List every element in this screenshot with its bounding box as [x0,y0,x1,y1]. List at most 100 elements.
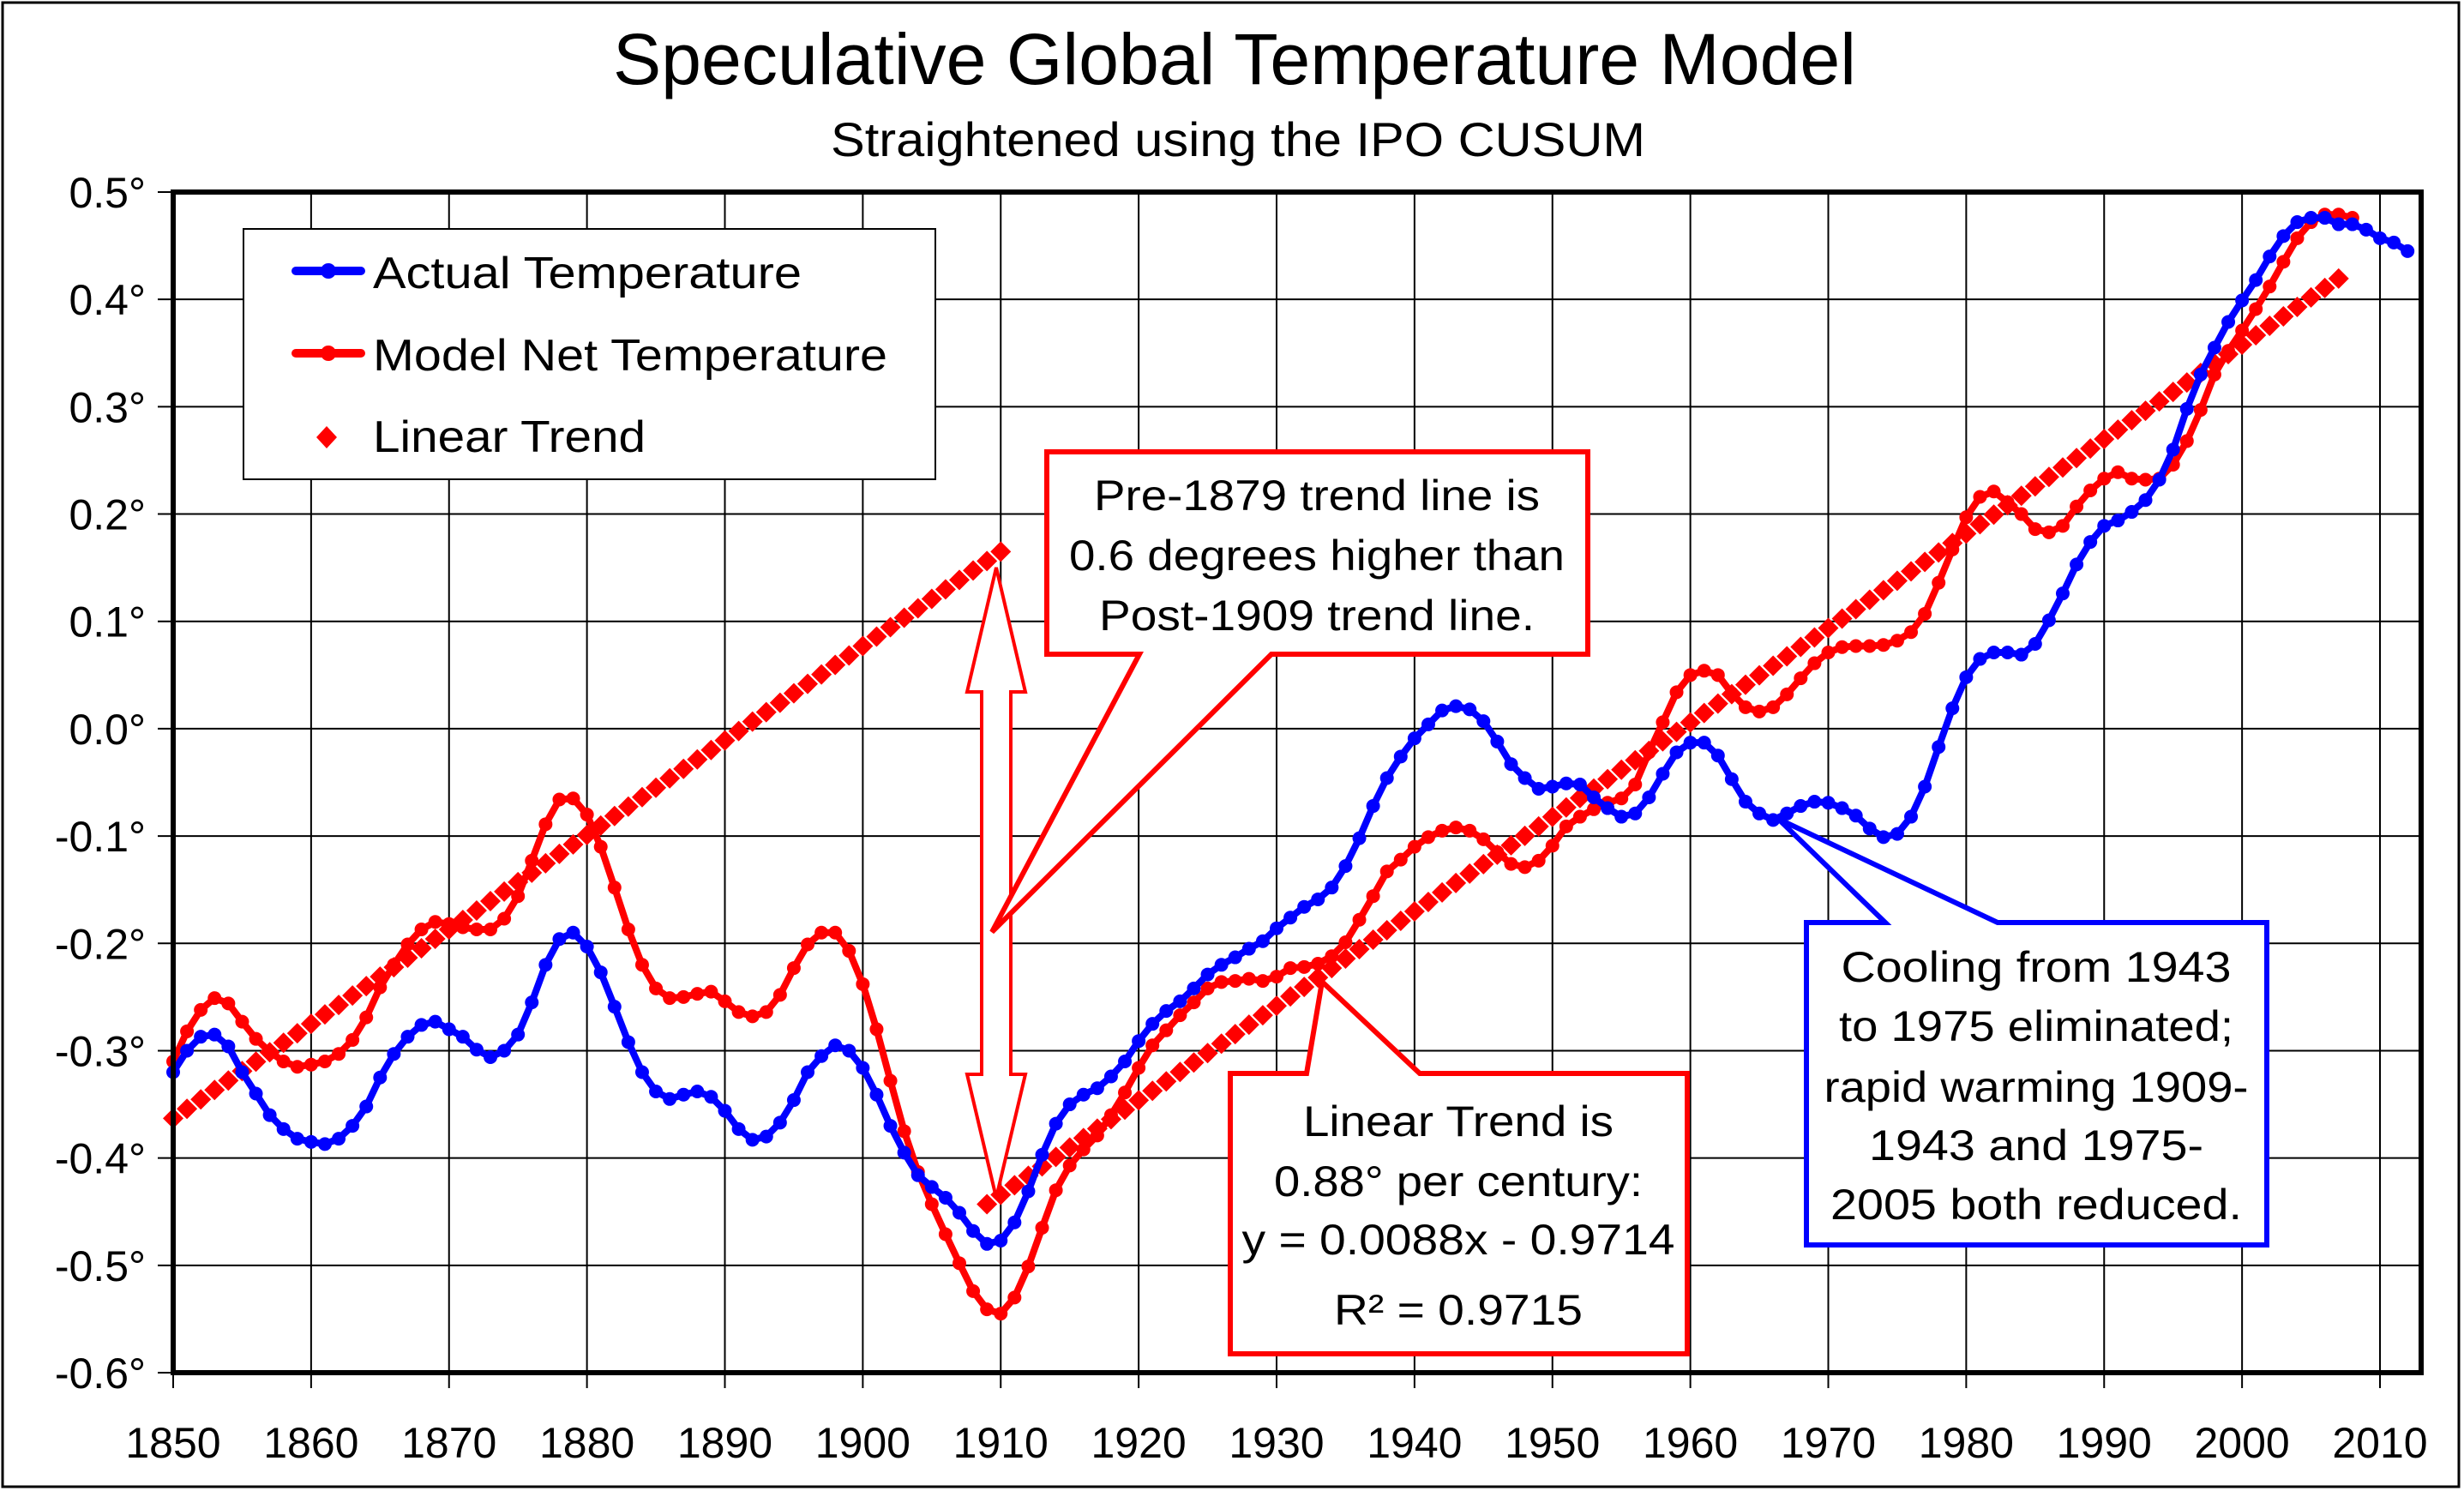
actual-temperature-point [580,940,594,954]
actual-temperature-point [814,1049,829,1063]
model-net-temperature-point [1862,639,1877,653]
legend: Actual Temperature Model Net Temperature… [243,228,936,480]
model-net-temperature-point [359,1010,374,1025]
actual-temperature-point [1325,881,1339,895]
model-net-temperature-point [2124,472,2139,486]
actual-temperature-point [2263,250,2277,264]
legend-marker-trend-diamond [316,426,337,448]
actual-temperature-point [607,1000,622,1014]
y-tick-label: 0.2° [69,491,146,539]
trend-diamond [494,881,515,902]
model-net-temperature-point [442,917,456,931]
trend-diamond [1707,693,1728,714]
trend-diamond [728,720,749,742]
actual-temperature-point [1159,1004,1174,1019]
trend-diamond [1859,589,1880,610]
trend-diamond [1403,900,1425,922]
model-net-temperature-point [317,1054,332,1068]
trend-diamond [1514,825,1535,846]
x-tick-label: 1960 [1643,1419,1738,1467]
model-net-temperature-point [2055,519,2070,533]
trend-diamond [1886,570,1908,592]
legend-item-trend: Linear Trend [316,412,646,462]
trend-diamond [893,607,915,628]
actual-temperature-point [2014,647,2028,662]
actual-temperature-point [1614,809,1629,824]
actual-temperature-point [731,1121,746,1136]
model-net-temperature-point [801,937,815,952]
model-net-temperature-point [1669,685,1684,700]
trend-diamond [273,1032,294,1054]
actual-temperature-point [1228,950,1242,965]
trend-diamond [2010,485,2032,507]
double-arrow [965,567,1028,1199]
model-net-temperature-point [1407,839,1421,854]
trend-diamond [204,1079,225,1101]
actual-temperature-point [2317,211,2332,225]
actual-temperature-point [2387,235,2401,250]
trend-diamond [1252,1005,1273,1026]
actual-temperature-point [2276,229,2291,243]
actual-temperature-point [2290,215,2305,230]
actual-temperature-point [704,1090,718,1104]
trend-diamond [549,843,570,864]
actual-temperature-point [801,1065,815,1079]
actual-temperature-point [1601,801,1615,815]
model-net-temperature-point [1876,638,1890,652]
model-net-temperature-point [1504,857,1518,871]
y-tick-label: 0.5° [69,169,146,217]
model-net-temperature-point [1780,687,1794,701]
model-net-temperature-point [1283,961,1298,976]
trend-diamond [1555,797,1577,818]
model-net-temperature-point [1973,490,1987,504]
actual-temperature-point [1531,782,1546,797]
model-net-temperature-point [731,1005,746,1019]
trend-diamond [1680,712,1701,733]
actual-temperature-point [2083,535,2098,550]
trend-diamond [1128,1090,1150,1111]
actual-temperature-point [1421,717,1435,731]
actual-temperature-point [718,1103,732,1118]
model-net-temperature-point [276,1054,291,1068]
actual-temperature-point [317,1137,332,1151]
trend-diamond [1845,598,1866,620]
actual-temperature-point [1628,806,1643,821]
actual-temperature-point [1118,1054,1133,1068]
trend-diamond [963,560,984,581]
trend-diamond [177,1098,198,1120]
actual-temperature-point [1490,734,1505,749]
trend-diamond [1238,1014,1259,1036]
model-net-temperature-point [745,1009,760,1024]
model-net-temperature-point [2290,231,2305,245]
trend-diamond [2300,286,2322,308]
callout-cooling: Cooling from 1943 to 1975 eliminated; ra… [1776,816,2269,1248]
model-net-temperature-point [1794,671,1808,686]
actual-temperature-point [1200,967,1215,982]
actual-temperature-point [1724,772,1739,786]
actual-temperature-point [332,1132,346,1146]
model-net-temperature-point [1697,664,1711,678]
actual-temperature-point [1780,806,1794,821]
model-net-temperature-point [593,839,608,854]
trend-diamond [673,758,694,779]
callout-linear-trend-line-2: 0.88° per century: [1274,1157,1643,1205]
model-net-temperature-point [828,925,843,940]
model-net-temperature-point [497,911,512,926]
actual-temperature-point [1407,731,1421,746]
model-net-temperature-point [221,996,236,1011]
model-net-temperature-point [1904,625,1919,640]
actual-temperature-series [166,211,2415,1251]
trend-diamond [1349,939,1370,960]
actual-temperature-point [828,1038,843,1053]
actual-temperature-point [1697,736,1711,750]
trend-diamond [2052,457,2073,478]
legend-label-actual: Actual Temperature [373,249,802,298]
trend-diamond [1749,664,1770,686]
actual-temperature-point [2221,315,2236,329]
model-net-temperature-point [235,1014,249,1029]
trend-diamond [1280,986,1301,1007]
trend-diamond [2038,466,2059,488]
callout-linear-trend: Linear Trend is 0.88° per century: y = 0… [1228,976,1690,1356]
model-net-temperature-point [1848,639,1863,653]
